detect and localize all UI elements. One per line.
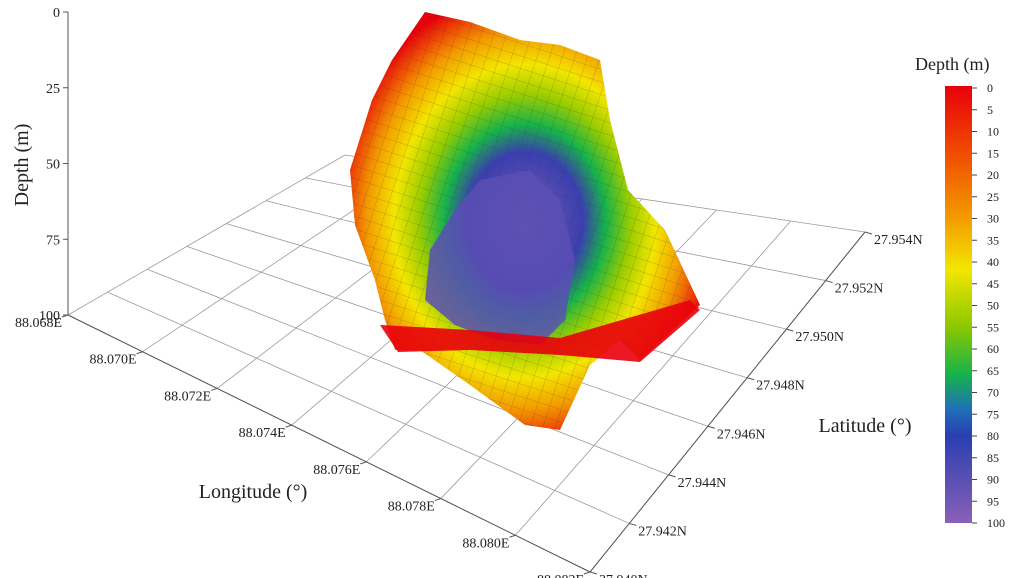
longitude-tick	[210, 387, 218, 391]
colorbar-tick-label: 100	[987, 516, 1005, 530]
latitude-tick	[786, 328, 794, 332]
colorbar-tick-label: 35	[987, 233, 999, 247]
latitude-tick-label: 27.954N	[874, 233, 923, 248]
colorbar-tick-label: 25	[987, 190, 999, 204]
colorbar-tick-label: 65	[987, 364, 999, 378]
latitude-axis-line	[589, 231, 866, 573]
depth-tick-label: 50	[46, 158, 60, 173]
latitude-tick	[747, 377, 755, 381]
colorbar-tick-label: 30	[987, 212, 999, 226]
longitude-tick-label: 88.074E	[239, 426, 286, 441]
longitude-tick	[136, 351, 143, 355]
latitude-tick-label: 27.940N	[599, 573, 648, 578]
longitude-tick-label: 88.080E	[462, 536, 509, 551]
grid-line-lat	[146, 268, 669, 476]
colorbar-tick-label: 70	[987, 386, 999, 400]
colorbar-tick-label: 50	[987, 299, 999, 313]
colorbar-tick-label: 60	[987, 342, 999, 356]
longitude-tick	[61, 314, 69, 318]
longitude-tick	[434, 498, 442, 502]
depth-axis-label: Depth (m)	[11, 124, 33, 207]
colorbar-scale	[945, 86, 972, 523]
longitude-tick-label: 88.070E	[90, 353, 137, 368]
colorbar-tick-label: 5	[987, 103, 993, 117]
colorbar-tick-label: 20	[987, 168, 999, 182]
latitude-tick-label: 27.944N	[678, 476, 727, 491]
latitude-tick	[864, 231, 873, 235]
latitude-tick-label: 27.946N	[717, 427, 766, 442]
surface-rim	[380, 300, 700, 362]
longitude-tick	[360, 461, 367, 465]
depth-tick-label: 0	[53, 6, 60, 21]
latitude-tick-label: 27.952N	[835, 282, 884, 297]
colorbar: Depth (m) 0 5 10 15 20 25 30 35 40 45 50 55 60 65 70 75…	[915, 54, 1005, 530]
latitude-axis-label: Latitude (°)	[819, 415, 912, 437]
latitude-tick-label: 27.950N	[795, 330, 844, 345]
colorbar-tick-label: 90	[987, 473, 999, 487]
colorbar-tick-label: 10	[987, 125, 999, 139]
longitude-tick	[509, 534, 516, 538]
latitude-tick	[629, 522, 637, 526]
depth-tick-label: 75	[46, 233, 60, 248]
longitude-tick	[285, 424, 292, 428]
latitude-tick	[707, 425, 715, 429]
colorbar-tick-label: 75	[987, 407, 999, 421]
longitude-axis-label: Longitude (°)	[199, 481, 308, 503]
grid-line-long	[515, 220, 792, 536]
longitude-tick	[583, 571, 591, 575]
grid-line-long	[67, 154, 346, 316]
depth-tick-label: 100	[39, 309, 60, 324]
colorbar-tick-label: 45	[987, 277, 999, 291]
colorbar-title: Depth (m)	[915, 54, 989, 75]
lake-surface	[350, 12, 700, 430]
colorbar-tick-label: 15	[987, 146, 999, 160]
grid-line-lat	[107, 291, 630, 524]
colorbar-tick-label: 80	[987, 429, 999, 443]
colorbar-tick-label: 85	[987, 451, 999, 465]
longitude-tick-label: 88.078E	[388, 500, 435, 515]
colorbar-tick-label: 0	[987, 81, 993, 95]
latitude-tick	[668, 474, 676, 478]
colorbar-ticks: 0 5 10 15 20 25 30 35 40 45 50 55 60 65 70 75 80 85 90 95 10…	[972, 81, 1005, 530]
axes-group: 0 25 50 75 100 Depth (m) 88.068E 88.070E 88.072E…	[11, 6, 923, 578]
surface-deep-zone	[425, 170, 575, 345]
colorbar-tick-label: 40	[987, 255, 999, 269]
colorbar-tick-label: 95	[987, 494, 999, 508]
longitude-tick-label: 88.068E	[15, 316, 62, 331]
latitude-tick	[589, 571, 598, 575]
latitude-tick-label: 27.948N	[756, 379, 805, 394]
colorbar-tick-label: 55	[987, 320, 999, 334]
latitude-tick	[825, 280, 833, 284]
latitude-tick-label: 27.942N	[638, 524, 687, 539]
longitude-tick-label: 88.082E	[537, 573, 584, 578]
longitude-tick-label: 88.072E	[164, 389, 211, 404]
longitude-tick-label: 88.076E	[313, 463, 360, 478]
longitude-axis-line	[67, 314, 591, 573]
depth-tick-label: 25	[46, 82, 60, 97]
